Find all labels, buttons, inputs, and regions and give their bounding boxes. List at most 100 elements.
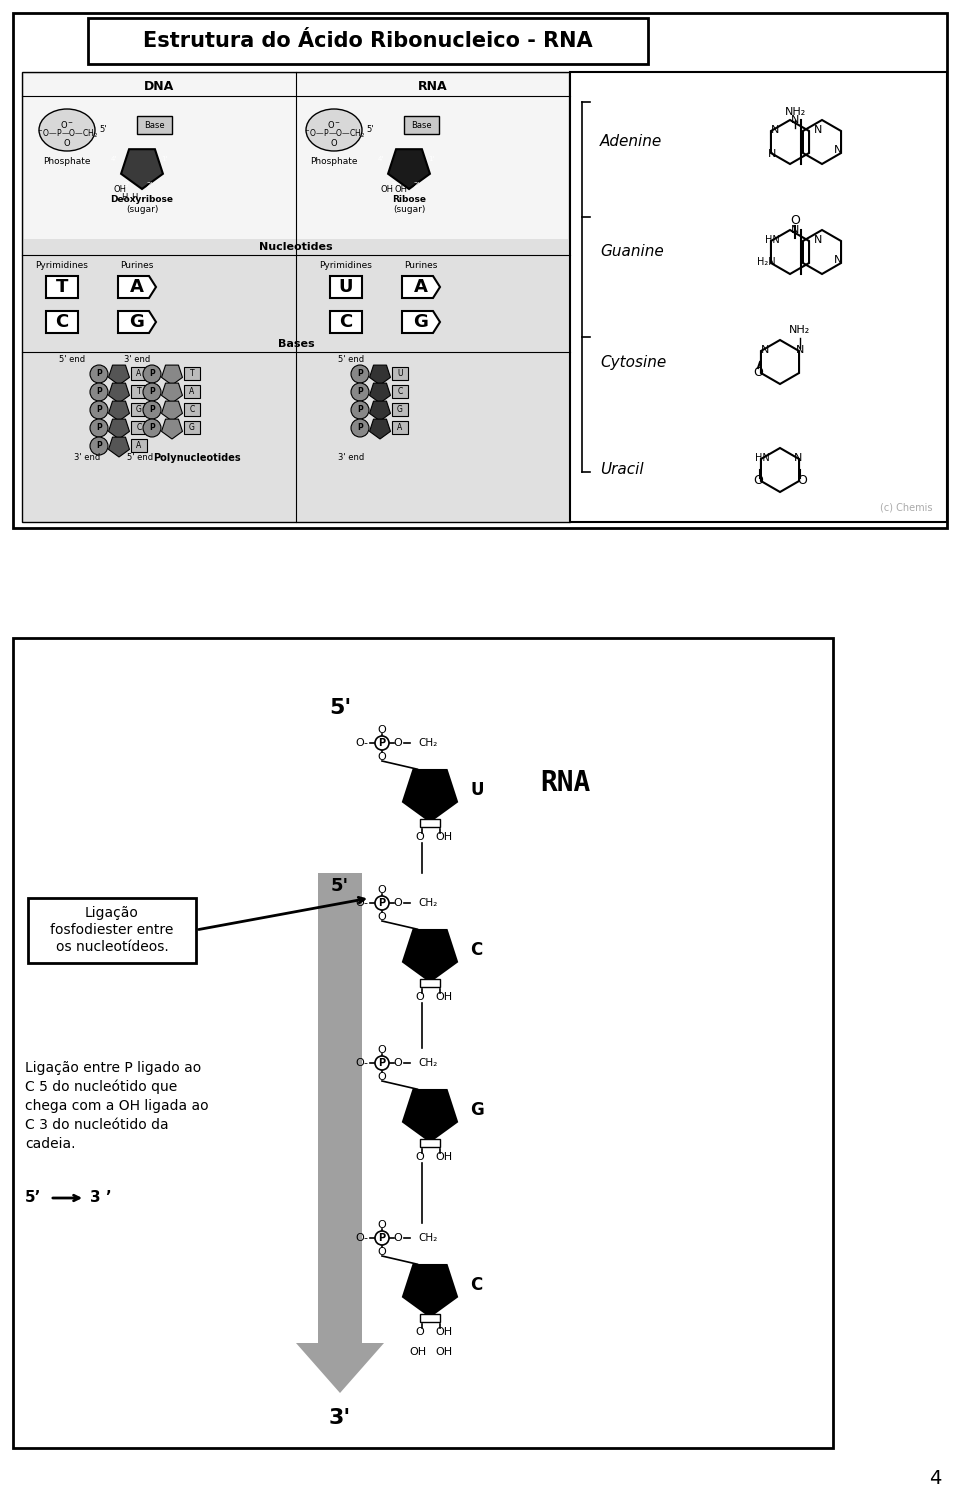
Bar: [392, 420, 408, 434]
Text: Ligação: Ligação: [85, 907, 139, 920]
Text: 1': 1': [428, 156, 434, 162]
Text: cadeia.: cadeia.: [25, 1136, 76, 1151]
Text: Polynucleotides: Polynucleotides: [154, 453, 241, 462]
Bar: [137, 116, 172, 134]
Polygon shape: [370, 401, 391, 420]
Bar: [184, 402, 200, 416]
Polygon shape: [403, 1265, 457, 1316]
Bar: [570, 72, 947, 522]
Circle shape: [375, 1231, 389, 1244]
Text: O: O: [416, 992, 424, 1003]
Text: A: A: [189, 386, 195, 395]
Text: O: O: [377, 1045, 386, 1055]
Polygon shape: [108, 419, 130, 438]
Polygon shape: [161, 383, 182, 402]
Text: N: N: [834, 146, 842, 155]
Text: P: P: [96, 387, 102, 396]
Text: P: P: [378, 738, 386, 747]
Text: N: N: [814, 125, 822, 135]
Text: G: G: [189, 422, 195, 431]
Text: Pyrimidines: Pyrimidines: [320, 261, 372, 270]
Text: O: O: [753, 366, 763, 378]
Text: C: C: [397, 386, 402, 395]
Text: 5' end: 5' end: [127, 453, 153, 462]
Text: N: N: [768, 149, 777, 159]
Text: Ligação entre P ligado ao: Ligação entre P ligado ao: [25, 1061, 202, 1075]
Text: O: O: [377, 752, 386, 763]
Text: P: P: [96, 441, 102, 450]
Text: O: O: [377, 913, 386, 922]
Text: O: O: [377, 725, 386, 735]
Text: O: O: [377, 1247, 386, 1256]
Text: N: N: [761, 345, 769, 356]
Bar: [28, 898, 196, 964]
Text: 5': 5': [331, 877, 349, 895]
Text: fosfodiester entre: fosfodiester entre: [50, 923, 174, 937]
Text: OH: OH: [436, 832, 452, 842]
Text: P: P: [96, 423, 102, 432]
Text: O: O: [394, 738, 402, 747]
Text: N: N: [791, 225, 799, 236]
Circle shape: [375, 735, 389, 750]
Text: O-: O-: [355, 898, 369, 908]
Text: O: O: [377, 1072, 386, 1082]
Text: Ribose: Ribose: [392, 195, 426, 204]
Text: O: O: [330, 140, 337, 149]
Text: A: A: [136, 369, 142, 377]
Text: 4': 4': [110, 156, 117, 162]
Text: O: O: [753, 473, 763, 486]
Text: T: T: [136, 386, 141, 395]
Circle shape: [90, 383, 108, 401]
Text: O: O: [377, 886, 386, 895]
Text: O: O: [394, 1058, 402, 1069]
Text: OH: OH: [436, 992, 452, 1003]
Bar: [330, 276, 362, 299]
Text: Phosphate: Phosphate: [310, 158, 358, 167]
Text: G: G: [397, 404, 403, 413]
Text: 1': 1': [161, 156, 167, 162]
Bar: [330, 311, 362, 333]
Text: O: O: [416, 832, 424, 842]
Polygon shape: [108, 437, 130, 456]
Text: A: A: [397, 422, 402, 431]
Bar: [131, 384, 147, 398]
Text: P: P: [357, 405, 363, 414]
Text: 3': 3': [391, 182, 397, 188]
Circle shape: [90, 419, 108, 437]
Text: Cytosine: Cytosine: [600, 354, 666, 369]
Text: O: O: [394, 1232, 402, 1243]
Circle shape: [351, 401, 369, 419]
Text: N: N: [794, 453, 803, 462]
Text: CH₂: CH₂: [418, 898, 437, 908]
Text: 5': 5': [366, 126, 373, 135]
Text: Bases: Bases: [277, 339, 314, 350]
Circle shape: [143, 383, 161, 401]
Text: P: P: [378, 898, 386, 908]
Text: Uracil: Uracil: [600, 462, 643, 477]
Text: 4': 4': [378, 156, 384, 162]
Text: C 5 do nucleótido que: C 5 do nucleótido que: [25, 1079, 178, 1094]
Polygon shape: [118, 311, 156, 333]
Circle shape: [143, 365, 161, 383]
Text: O-: O-: [355, 738, 369, 747]
Text: OH: OH: [380, 186, 394, 195]
Text: OH: OH: [113, 186, 127, 195]
Bar: [22, 72, 570, 522]
Text: O-: O-: [355, 1232, 369, 1243]
Ellipse shape: [306, 110, 362, 152]
Text: $^-$O—P—O—CH$_2$: $^-$O—P—O—CH$_2$: [36, 128, 98, 140]
Polygon shape: [118, 276, 156, 299]
Text: C: C: [340, 314, 352, 332]
Bar: [131, 368, 147, 380]
Polygon shape: [161, 365, 182, 384]
Text: H₂N: H₂N: [756, 257, 776, 267]
Text: P: P: [149, 423, 155, 432]
Text: T: T: [56, 278, 68, 296]
Text: OH: OH: [436, 1151, 452, 1162]
Text: 5': 5': [99, 126, 107, 135]
Bar: [392, 368, 408, 380]
Polygon shape: [108, 365, 130, 384]
Text: (sugar): (sugar): [393, 206, 425, 215]
Circle shape: [351, 419, 369, 437]
Text: RNA: RNA: [419, 80, 447, 93]
